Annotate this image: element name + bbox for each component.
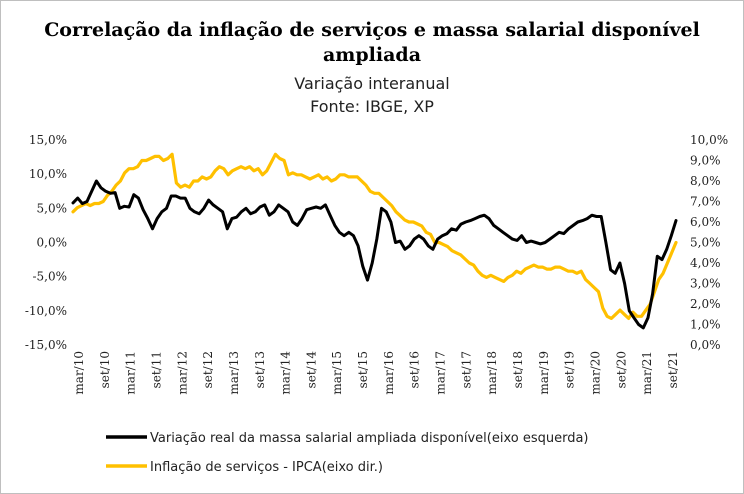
x-axis-tick-label: mar/17 — [434, 351, 448, 395]
x-axis-tick-label: set/19 — [563, 351, 577, 388]
x-axis-tick-label: set/21 — [666, 351, 680, 388]
x-axis-tick-label: mar/12 — [175, 351, 189, 395]
x-axis-tick-label: mar/14 — [279, 351, 293, 395]
right-axis-tick-label: 8,0% — [690, 174, 721, 188]
right-axis-tick-label: 9,0% — [690, 154, 721, 168]
x-axis-tick-label: mar/21 — [640, 351, 654, 395]
x-axis-tick-label: mar/15 — [330, 351, 344, 395]
left-axis-tick-label: -15,0% — [25, 338, 67, 352]
left-axis-tick-label: 15,0% — [29, 133, 67, 147]
x-axis-tick-label: mar/10 — [72, 351, 86, 395]
x-axis-tick-label: set/10 — [98, 351, 112, 388]
right-axis-tick-label: 5,0% — [690, 236, 721, 250]
right-axis-tick-label: 4,0% — [690, 256, 721, 270]
right-axis-tick-label: 0,0% — [690, 338, 721, 352]
chart-subtitle-source: Fonte: IBGE, XP — [310, 97, 434, 116]
series-line-inflacao-servicos — [71, 152, 678, 320]
x-axis-tick-label: set/12 — [201, 351, 215, 388]
legend-label-inflacao-servicos: Inflação de serviços - IPCA(eixo dir.) — [150, 460, 383, 475]
left-axis-tick-label: 5,0% — [37, 201, 68, 215]
x-axis-tick-label: mar/18 — [485, 351, 499, 395]
x-axis-tick-label: mar/13 — [227, 351, 241, 395]
left-axis-tick-label: -5,0% — [32, 270, 67, 284]
right-axis-tick-label: 1,0% — [690, 318, 721, 332]
x-axis-tick-label: set/16 — [408, 351, 422, 388]
x-axis-tick-label: set/20 — [614, 351, 628, 388]
x-axis-tick-label: mar/11 — [124, 351, 138, 395]
x-axis-tick-label: set/11 — [149, 351, 163, 388]
chart-subtitle-variation: Variação interanual — [294, 74, 450, 93]
x-axis-tick-label: mar/20 — [588, 351, 602, 395]
left-axis-tick-label: -10,0% — [25, 304, 67, 318]
right-axis-tick-label: 10,0% — [690, 133, 728, 147]
left-axis-tick-label: 10,0% — [29, 167, 67, 181]
series-line-massa-salarial — [71, 179, 678, 330]
right-axis-tick-label: 7,0% — [690, 195, 721, 209]
x-axis-tick-label: mar/19 — [537, 351, 551, 395]
left-axis-tick-label: 0,0% — [37, 236, 68, 250]
x-axis-tick-label: set/18 — [511, 351, 525, 388]
x-axis-tick-label: set/15 — [356, 351, 370, 388]
x-axis-tick-label: set/13 — [253, 351, 267, 388]
x-axis-tick-label: mar/16 — [382, 351, 396, 395]
chart-title: Correlação da inflação de serviços e mas… — [44, 19, 700, 66]
right-axis-tick-label: 6,0% — [690, 215, 721, 229]
right-axis-tick-label: 2,0% — [690, 297, 721, 311]
legend-label-massa-salarial: Variação real da massa salarial ampliada… — [150, 431, 589, 446]
right-axis-tick-label: 3,0% — [690, 277, 721, 291]
x-axis-tick-label: set/14 — [304, 351, 318, 389]
x-axis-tick-label: set/17 — [459, 351, 473, 388]
